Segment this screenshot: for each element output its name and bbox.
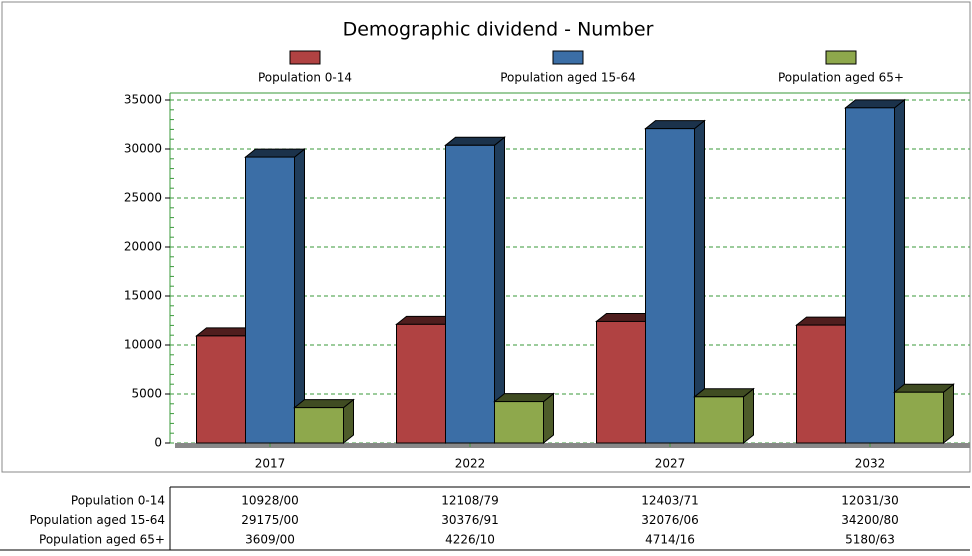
- chart-frame: [1, 1, 971, 473]
- table-row-label: Population 0-14: [71, 494, 165, 508]
- table-row-label: Population aged 15-64: [29, 513, 165, 527]
- legend-label: Population aged 65+: [778, 71, 904, 85]
- y-tick-label: 15000: [124, 289, 162, 303]
- x-tick-label: 2027: [655, 457, 686, 471]
- y-tick-label: 10000: [124, 338, 162, 352]
- bar: [796, 324, 846, 444]
- bar-top: [493, 393, 555, 403]
- x-tick-label: 2017: [255, 457, 286, 471]
- legend-swatch: [825, 50, 857, 65]
- y-tick-label: 30000: [124, 142, 162, 156]
- chart-title: Demographic dividend - Number: [343, 19, 654, 41]
- y-tick-label: 5000: [131, 387, 162, 401]
- bar: [694, 396, 744, 444]
- legend-label: Population aged 15-64: [500, 71, 636, 85]
- bar-top: [244, 148, 306, 158]
- bar: [645, 128, 695, 444]
- y-tick-label: 25000: [124, 191, 162, 205]
- bar: [445, 144, 495, 444]
- bar-top: [293, 399, 355, 409]
- table-value: 5180/63: [845, 533, 895, 547]
- bar-side: [294, 148, 305, 445]
- bar: [396, 323, 446, 444]
- bar-top: [693, 388, 755, 398]
- table-value: 12403/71: [641, 494, 699, 508]
- bar: [196, 335, 246, 444]
- x-tick-label: 2032: [855, 457, 886, 471]
- bar-top: [844, 99, 906, 109]
- y-tick-label: 20000: [124, 240, 162, 254]
- bar-top: [444, 136, 506, 146]
- bar-side: [943, 383, 954, 445]
- bar: [245, 156, 295, 444]
- table-value: 4226/10: [445, 533, 495, 547]
- bar: [494, 401, 544, 444]
- bar-top: [893, 383, 955, 393]
- table-value: 10928/00: [241, 494, 299, 508]
- table-value: 12031/30: [841, 494, 899, 508]
- bar: [894, 391, 944, 444]
- floor: [175, 443, 970, 448]
- bar: [845, 107, 895, 444]
- legend-swatch: [552, 50, 584, 65]
- table-value: 30376/91: [441, 513, 499, 527]
- table-value: 34200/80: [841, 513, 899, 527]
- table-value: 32076/06: [641, 513, 699, 527]
- x-tick-label: 2022: [455, 457, 486, 471]
- legend-swatch: [289, 50, 321, 65]
- y-tick-label: 0: [154, 436, 162, 450]
- bar-top: [644, 120, 706, 130]
- bar: [596, 320, 646, 444]
- legend-label: Population 0-14: [258, 71, 352, 85]
- table-value: 29175/00: [241, 513, 299, 527]
- bar: [294, 407, 344, 444]
- y-tick-label: 35000: [124, 93, 162, 107]
- bar-side: [743, 387, 754, 445]
- table-value: 3609/00: [245, 533, 295, 547]
- table-row-label: Population aged 65+: [39, 533, 165, 547]
- table-value: 4714/16: [645, 533, 695, 547]
- table-value: 12108/79: [441, 494, 499, 508]
